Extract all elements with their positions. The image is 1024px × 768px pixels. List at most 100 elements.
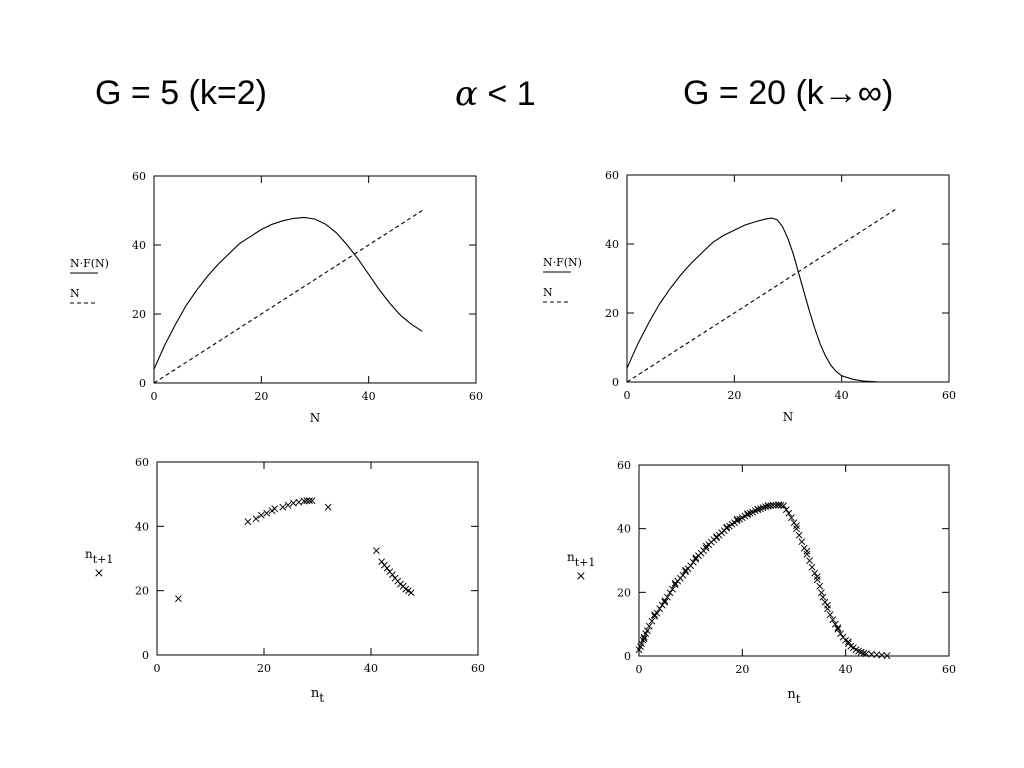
scatter-point: × [668,582,678,596]
y-tick-label: 0 [624,650,631,663]
scatter-point: × [638,633,648,647]
scatter-point: × [859,646,869,660]
scatter-point: × [841,633,851,647]
scatter-point: × [812,573,822,587]
scatter-point: × [634,643,644,657]
scatter-point: × [846,639,856,653]
scatter-point: × [406,585,416,599]
scatter-point: × [818,590,828,604]
y-tick-label: 60 [132,170,146,183]
scatter-point: × [371,543,381,557]
x-tick-label: 20 [727,389,741,402]
x-tick-label: 0 [151,390,158,403]
scatter-point: × [823,598,833,612]
scatter-point: × [377,555,387,569]
scatter-point: × [691,550,701,564]
scatter-point: × [691,552,701,566]
y-tick-label: 20 [617,586,631,599]
x-tick-label: 40 [364,662,378,675]
scatter-point: × [680,563,690,577]
scatter-point: × [688,555,698,569]
scatter-point: × [816,585,826,599]
y-legend-label: N·F(N) [70,257,109,270]
scatter-point: × [830,617,840,631]
scatter-point: × [302,494,312,508]
scatter-point: × [724,519,734,533]
scatter-point: × [833,622,843,636]
scatter-point: × [755,502,765,516]
y-tick-label: 20 [135,585,149,598]
scatter-point: × [851,643,861,657]
x-tick-label: 0 [154,662,161,675]
x-tick-label: 0 [624,389,631,402]
plot-frame [156,461,479,656]
x-axis-label: N [310,411,321,425]
scatter-point: × [823,601,833,615]
scatter-point: × [877,648,887,662]
chart-4: 0 20 40 600204060××××××××××××××××××××××××××… [567,459,956,706]
scatter-point: × [709,532,719,546]
scatter-point: × [792,522,802,536]
scatter-point: × [387,568,397,582]
scatter-point: × [701,541,711,555]
scatter-point: × [639,630,649,644]
x-tick-label: 20 [254,390,268,403]
x-axis-label: nt [311,686,324,705]
scatter-point: × [401,582,411,596]
scatter-point: × [173,592,183,606]
x-axis-label: N [783,410,794,424]
x-tick-label: 20 [735,663,749,676]
scatter-point: × [299,494,309,508]
y-tick-label: 40 [605,238,619,251]
scatter-point: × [660,593,670,607]
scatter-point: × [861,646,871,660]
scatter-point: × [735,512,745,526]
scatter-point: × [732,514,742,528]
x-tick-label: 40 [839,663,853,676]
scatter-point: × [854,644,864,658]
scatter-point: × [294,495,304,509]
y-legend-marker: × [576,569,587,584]
scatter-point: × [745,506,755,520]
title-middle: α < 1 [455,74,536,114]
scatter-point: × [639,631,649,645]
scatter-point: × [872,648,882,662]
y-tick-label: 0 [142,649,149,662]
scatter-point: × [766,498,776,512]
scatter-point: × [810,566,820,580]
scatter-point: × [820,595,830,609]
series-line-N [153,210,423,384]
scatter-point: × [856,645,866,659]
scatter-point: × [730,515,740,529]
scatter-point: × [647,614,657,628]
scatter-point: × [699,543,709,557]
scatter-point: × [652,606,662,620]
scatter-point: × [776,498,786,512]
scatter-point: × [843,635,853,649]
scatter-point: × [385,564,395,578]
scatter-point: × [866,647,876,661]
scatter-point: × [843,636,853,650]
scatter-point: × [655,601,665,615]
scatter-point: × [737,511,747,525]
series-line-N [626,209,896,383]
scatter-point: × [722,521,732,535]
scatter-point: × [693,549,703,563]
x-tick-label: 0 [636,663,643,676]
scatter-point: × [771,498,781,512]
scatter-point: × [304,494,314,508]
scatter-point: × [802,544,812,558]
y-tick-label: 20 [605,307,619,320]
scatter-point: × [403,584,413,598]
y-tick-label: 0 [139,377,146,390]
scatter-point: × [753,502,763,516]
y-tick-label: 0 [612,376,619,389]
scatter-point: × [825,608,835,622]
scatter-point: × [763,499,773,513]
scatter-point: × [243,515,253,529]
scatter-point: × [722,520,732,534]
y-tick-label: 40 [132,239,146,252]
scatter-point: × [704,538,714,552]
scatter-point: × [719,523,729,537]
